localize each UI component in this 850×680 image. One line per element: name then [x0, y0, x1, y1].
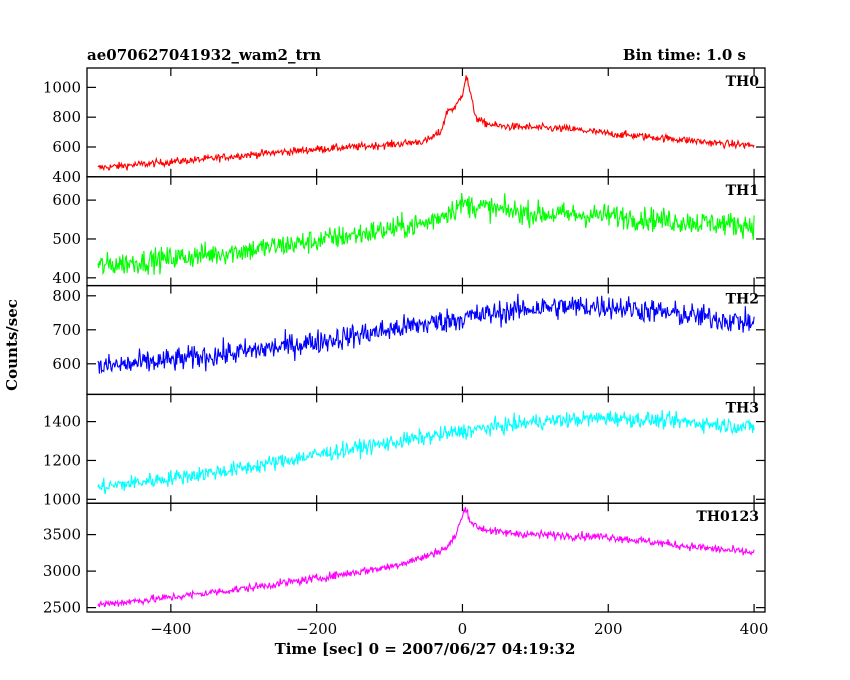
series-line-th0123 — [97, 506, 755, 608]
y-axis-label: Counts/sec — [3, 299, 21, 391]
panel-th0123: 2500 3000 3500 TH0123 — [43, 502, 766, 617]
series-line-th2 — [97, 293, 755, 374]
x-tick-label: −400 — [150, 620, 191, 638]
panel-th1: 400 500 600 TH1 — [52, 176, 766, 287]
y-tick-label: 1400 — [43, 413, 81, 431]
panel-label: TH2 — [726, 292, 759, 308]
y-tick-label: 600 — [52, 191, 81, 209]
y-tick-label: 1200 — [43, 451, 81, 469]
panel-th0: 400 600 800 1000 TH0 — [43, 67, 766, 186]
panel-frame — [86, 284, 766, 396]
panel-label: TH1 — [726, 183, 759, 199]
y-tick-label: 800 — [52, 287, 81, 305]
y-tick-label: 1000 — [43, 78, 81, 96]
panel-frame — [86, 176, 766, 287]
y-tick-label: 500 — [52, 230, 81, 248]
y-tick-label: 600 — [52, 355, 81, 373]
y-tick-label: 400 — [52, 269, 81, 287]
panel-th3: 1000 1200 1400 TH3 — [43, 393, 766, 508]
panel-frame — [86, 393, 766, 504]
x-tick-label: 200 — [594, 620, 623, 638]
panel-frame — [86, 67, 766, 178]
y-tick-label: 400 — [52, 168, 81, 186]
panel-th2: 600 700 800 TH2 — [52, 284, 766, 396]
series-line-th0 — [97, 75, 755, 172]
y-tick-label: 800 — [52, 108, 81, 126]
series-line-th1 — [97, 192, 755, 276]
y-tick-label: 3000 — [43, 562, 81, 580]
panel-label: TH3 — [726, 400, 759, 416]
panels-group: 400 600 800 1000 TH0 400 500 600 TH1 600 700 800 TH2… — [43, 67, 766, 617]
x-tick-label: 0 — [458, 620, 468, 638]
x-axis: −400 −200 0 200 400 — [150, 620, 768, 638]
panel-label: TH0123 — [696, 509, 759, 525]
chart-title: ae070627041932_wam2_trn — [87, 46, 321, 64]
y-tick-label: 2500 — [43, 599, 81, 617]
panel-label: TH0 — [726, 74, 760, 90]
series-line-th3 — [97, 409, 755, 495]
y-tick-label: 600 — [52, 138, 81, 156]
x-tick-label: −200 — [296, 620, 337, 638]
y-tick-label: 3500 — [43, 526, 81, 544]
x-axis-label: Time [sec] 0 = 2007/06/27 04:19:32 — [275, 640, 576, 658]
y-tick-label: 700 — [52, 321, 81, 339]
y-tick-label: 1000 — [43, 490, 81, 508]
bin-time-label: Bin time: 1.0 s — [623, 46, 746, 64]
panel-frame — [86, 502, 766, 613]
x-tick-label: 400 — [740, 620, 769, 638]
